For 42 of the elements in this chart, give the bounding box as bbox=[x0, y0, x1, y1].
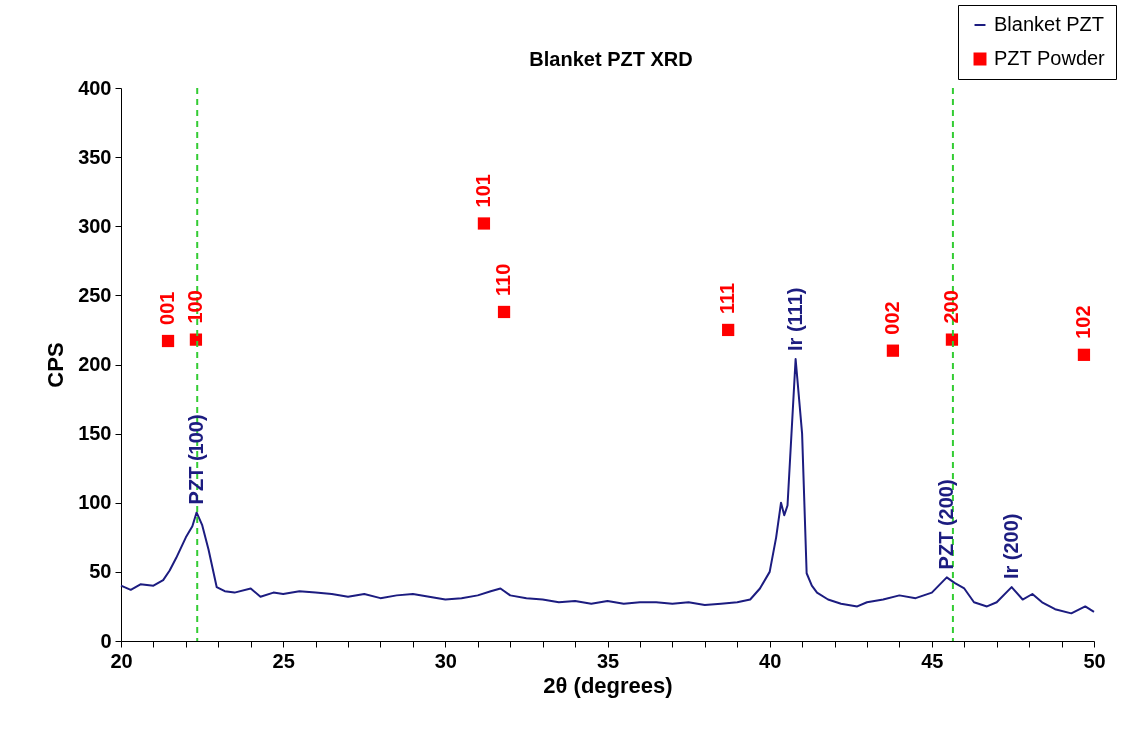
x-axis-title: 2θ (degrees) bbox=[543, 672, 673, 698]
point bbox=[161, 334, 175, 348]
annotation: 110 bbox=[492, 263, 515, 296]
annotation: PZT (100) bbox=[184, 414, 207, 505]
point bbox=[945, 333, 959, 346]
point bbox=[1077, 348, 1091, 361]
annotation: Ir (200) bbox=[999, 513, 1022, 580]
annotation: 001 bbox=[156, 291, 179, 325]
y-tick-label: 150 bbox=[78, 422, 112, 445]
point bbox=[886, 344, 900, 357]
y-tick-label: 250 bbox=[78, 283, 112, 306]
y-tick-label: 400 bbox=[78, 76, 112, 99]
annotation: 002 bbox=[880, 301, 903, 335]
annotation: Ir (111) bbox=[783, 287, 806, 351]
annotation: 200 bbox=[939, 290, 962, 324]
point bbox=[722, 323, 735, 337]
x-tick-label: 50 bbox=[1083, 649, 1106, 672]
annotation: 111 bbox=[716, 282, 739, 314]
y-tick-label: 0 bbox=[100, 629, 112, 652]
x-tick-label: 20 bbox=[110, 649, 133, 672]
legend-label: Blanket PZT bbox=[994, 13, 1105, 35]
point bbox=[189, 333, 203, 346]
x-tick-label: 25 bbox=[272, 649, 295, 672]
x-tick-label: 40 bbox=[759, 649, 782, 672]
annotation: 102 bbox=[1071, 305, 1094, 339]
y-tick-label: 350 bbox=[78, 145, 112, 168]
legend-label: PZT Powder bbox=[994, 47, 1106, 69]
y-tick-label: 200 bbox=[78, 353, 112, 375]
annotation: 100 bbox=[183, 290, 206, 324]
annotation: 101 bbox=[471, 174, 494, 208]
point bbox=[477, 217, 491, 230]
y-tick-label: 50 bbox=[89, 560, 112, 583]
chart-title: Blanket PZT XRD bbox=[529, 48, 693, 70]
y-tick-label: 100 bbox=[78, 491, 112, 514]
x-tick-label: 30 bbox=[434, 649, 457, 672]
y-tick-label: 300 bbox=[78, 214, 112, 237]
x-tick-label: 45 bbox=[921, 649, 944, 672]
x-tick-label: 35 bbox=[596, 649, 620, 672]
line-series bbox=[120, 357, 1095, 615]
point bbox=[497, 305, 511, 319]
annotation: PZT (200) bbox=[934, 479, 957, 570]
y-axis-title: CPS bbox=[43, 342, 69, 388]
